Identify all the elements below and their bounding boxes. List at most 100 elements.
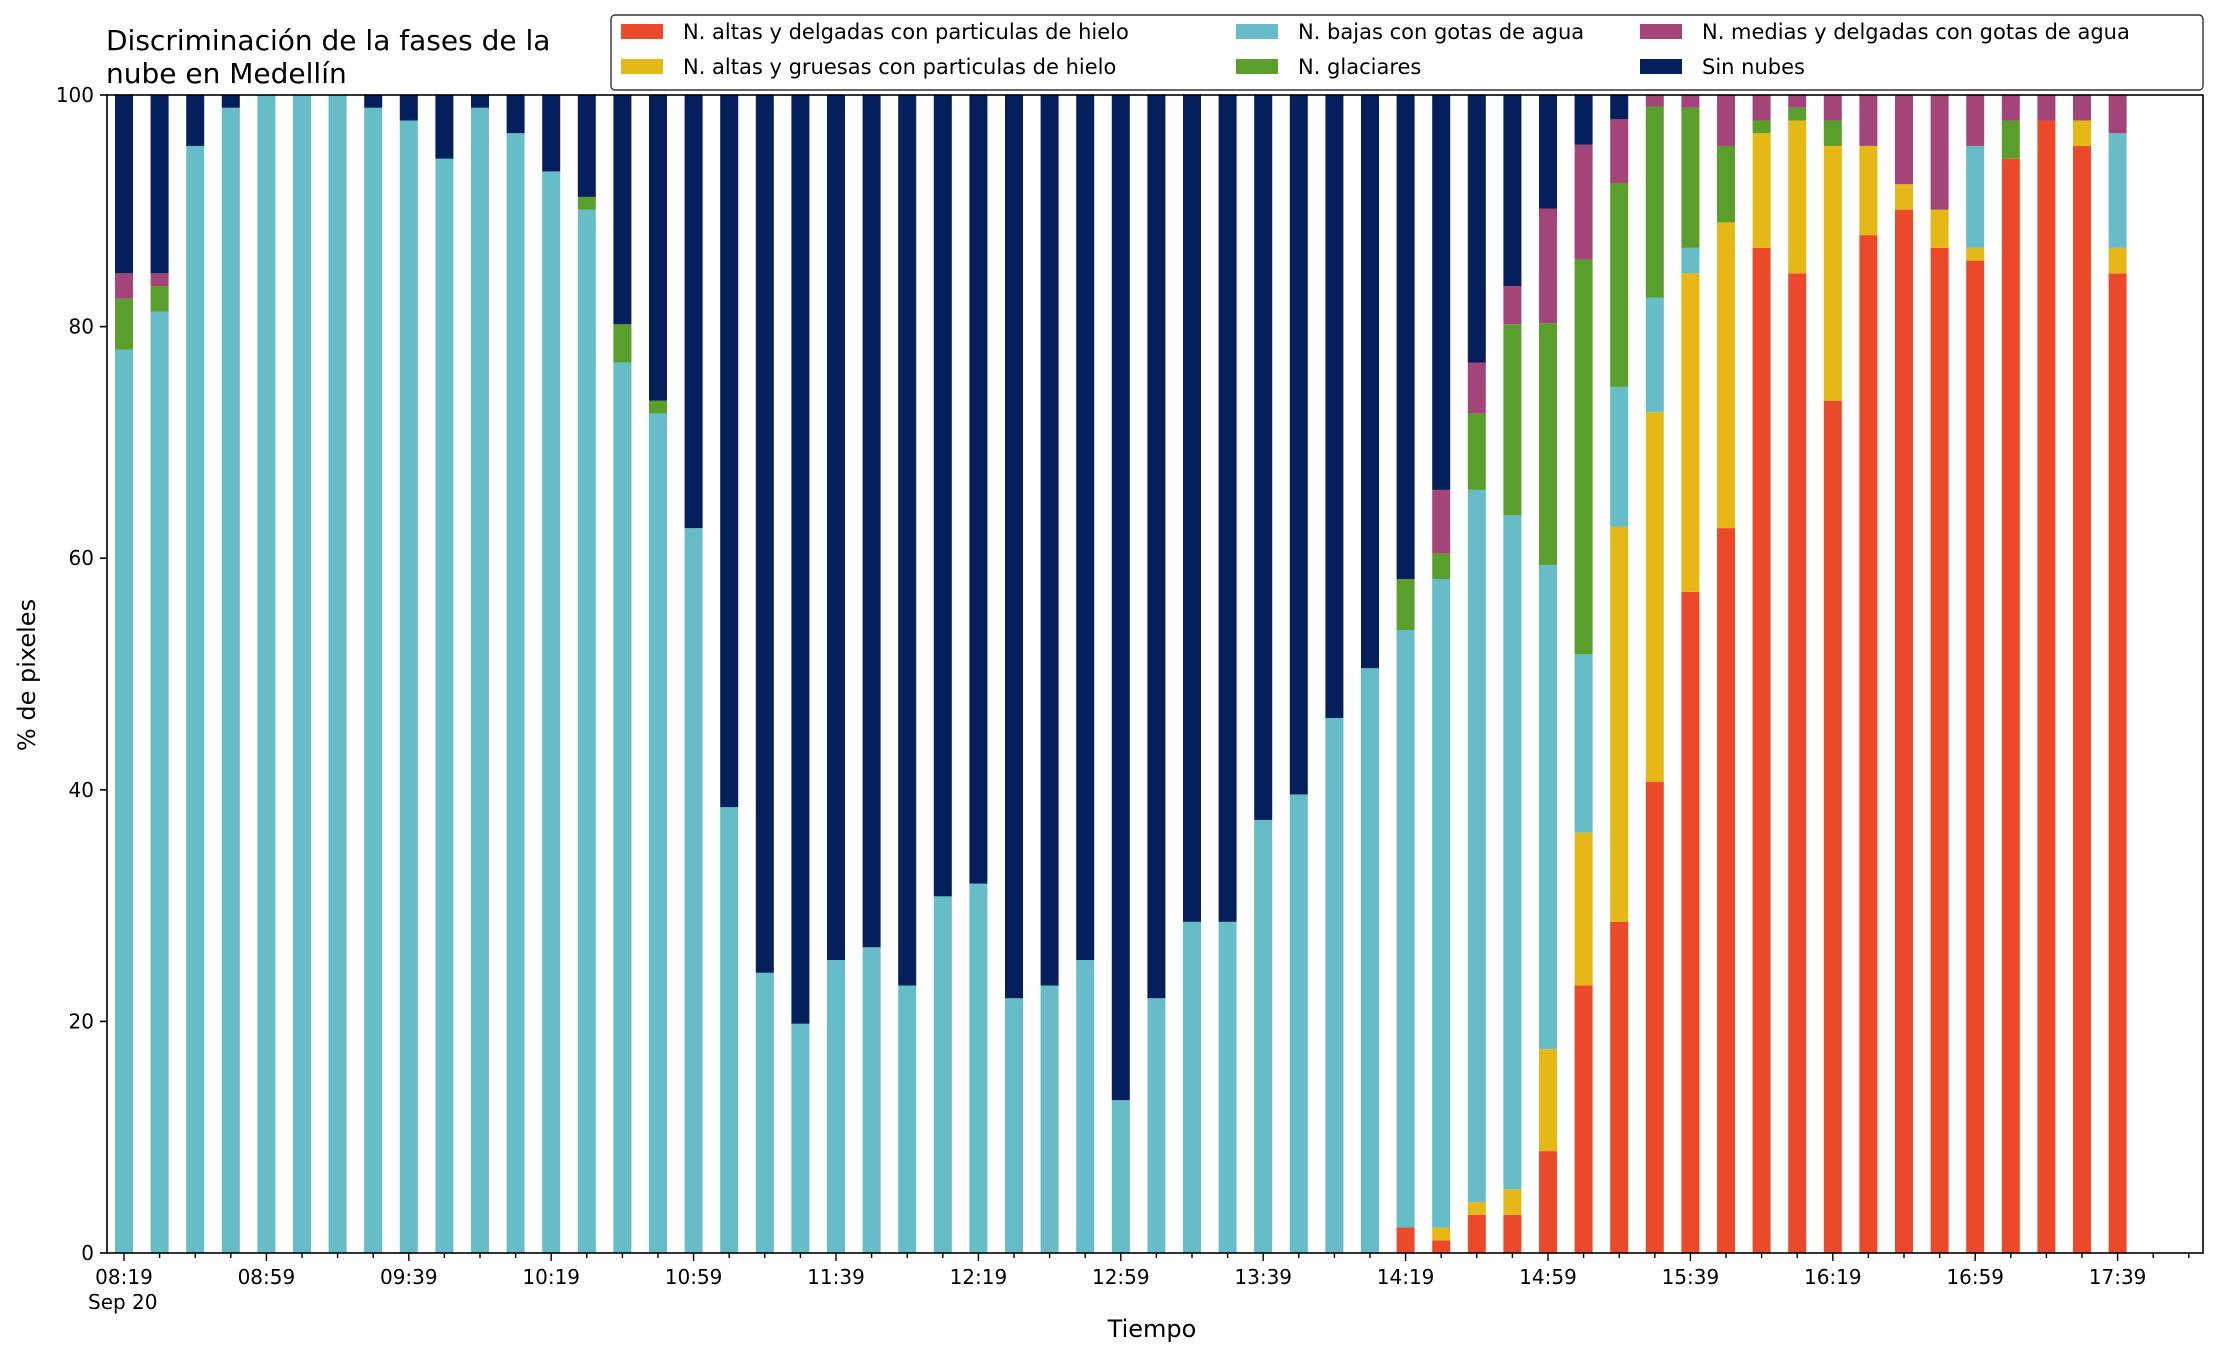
bar-segment <box>1895 184 1913 210</box>
bar-segment <box>827 960 845 1253</box>
bar-segment <box>1930 95 1949 210</box>
bar-segment <box>2037 120 2056 1254</box>
bar-segment <box>1539 208 1557 324</box>
bar-segment <box>186 95 205 146</box>
bar-segment <box>577 95 596 197</box>
bar-segment <box>1574 985 1593 1253</box>
bar-segment <box>1432 1227 1451 1241</box>
x-tick-label: 14:59 <box>1519 1265 1577 1289</box>
bar-segment <box>1396 579 1415 630</box>
bar-segment <box>1717 95 1735 146</box>
bar-segment <box>1752 120 1771 134</box>
bar-segment <box>221 107 240 1253</box>
legend-swatch <box>1640 24 1682 39</box>
bar-segment <box>1717 145 1735 223</box>
bar-segment <box>613 95 632 325</box>
bar-segment <box>1539 323 1557 566</box>
bar-segment <box>2001 95 2020 121</box>
x-tick-label: 13:39 <box>1234 1265 1292 1289</box>
bar-segment <box>1645 106 1664 298</box>
bar-segment <box>933 896 952 1253</box>
bar-segment <box>1503 286 1522 325</box>
bar-segment <box>1859 145 1878 236</box>
legend-label: N. bajas con gotas de agua <box>1298 20 1584 44</box>
bar-segment <box>791 1023 810 1253</box>
y-tick-label: 0 <box>81 1241 94 1265</box>
bar-segment <box>1503 95 1522 287</box>
bar-segment <box>1610 183 1629 387</box>
legend-swatch <box>1236 24 1278 39</box>
x-tick-label: 10:19 <box>522 1265 580 1289</box>
bar-segment <box>1396 629 1415 1228</box>
bar-segment <box>613 324 632 363</box>
bar-segment <box>1895 95 1913 185</box>
bar-segment <box>2001 158 2020 1254</box>
bar-segment <box>1966 247 1985 261</box>
chart-title-line: nube en Medellín <box>106 57 347 90</box>
bar-segment <box>1966 145 1985 248</box>
legend-swatch <box>1236 59 1278 74</box>
bar-segment <box>1823 400 1842 1253</box>
bar-segment <box>2073 95 2091 121</box>
bar-segment <box>1147 95 1166 999</box>
x-tick-label: 17:39 <box>2089 1265 2147 1289</box>
bar-segment <box>1254 95 1273 820</box>
bar-segment <box>471 95 489 108</box>
bar-segment <box>1823 95 1842 121</box>
bar-segment <box>1254 819 1273 1253</box>
legend-frame <box>610 14 2204 91</box>
bar-segment <box>1930 209 1949 248</box>
legend-label: Sin nubes <box>1702 55 1805 79</box>
y-tick-label: 40 <box>69 778 94 802</box>
y-tick-label: 60 <box>69 546 94 570</box>
bar-segment <box>649 413 667 1253</box>
legend-swatch <box>1640 59 1682 74</box>
bar-segment <box>1681 591 1700 1253</box>
bar-segment <box>1610 921 1629 1253</box>
bar-segment <box>1752 133 1771 248</box>
bar-segment <box>1752 247 1771 1253</box>
bar-segment <box>1610 95 1629 120</box>
bar-segment <box>898 985 917 1253</box>
bar-segment <box>862 947 881 1253</box>
bar-segment <box>1681 273 1700 592</box>
bar-segment <box>1823 120 1842 146</box>
bar-segment <box>1503 324 1522 516</box>
bar-segment <box>898 95 917 986</box>
bar-segment <box>2073 120 2091 146</box>
bar-segment <box>1539 95 1557 209</box>
bar-segment <box>1788 95 1807 108</box>
bar-segment <box>186 145 205 1253</box>
bar-segment <box>1361 668 1379 1253</box>
legend-label: N. altas y gruesas con particulas de hie… <box>683 55 1116 79</box>
bar-segment <box>1147 998 1166 1253</box>
bar-segment <box>1432 579 1451 1228</box>
bar-segment <box>1574 259 1593 655</box>
bar-segment <box>1361 95 1379 669</box>
bar-segment <box>364 95 383 108</box>
x-tick-label: 08:19 <box>95 1265 153 1289</box>
bar-segment <box>1645 412 1664 782</box>
bar-segment <box>1645 95 1664 107</box>
bar-segment <box>1574 832 1593 986</box>
bar-segment <box>506 95 525 134</box>
bar-segment <box>1859 235 1878 1254</box>
axes-frame <box>106 94 2204 1254</box>
bar-segment <box>328 95 347 1253</box>
x-tick-label: Sep 20 <box>88 1290 158 1314</box>
bar-segment <box>1681 107 1700 248</box>
bar-segment <box>1645 781 1664 1253</box>
bar-segment <box>150 286 169 312</box>
bar-segment <box>506 133 525 1254</box>
bar-segment <box>1325 95 1344 719</box>
bar-segment <box>1645 297 1664 413</box>
bar-segment <box>471 107 489 1253</box>
x-tick-label: 14:19 <box>1377 1265 1435 1289</box>
bar-segment <box>1183 921 1201 1253</box>
x-tick-label: 16:59 <box>1946 1265 2004 1289</box>
bar-segment <box>862 95 881 948</box>
bar-segment <box>1467 1214 1486 1253</box>
bar-segment <box>791 95 810 1024</box>
bar-segment <box>2037 95 2056 121</box>
